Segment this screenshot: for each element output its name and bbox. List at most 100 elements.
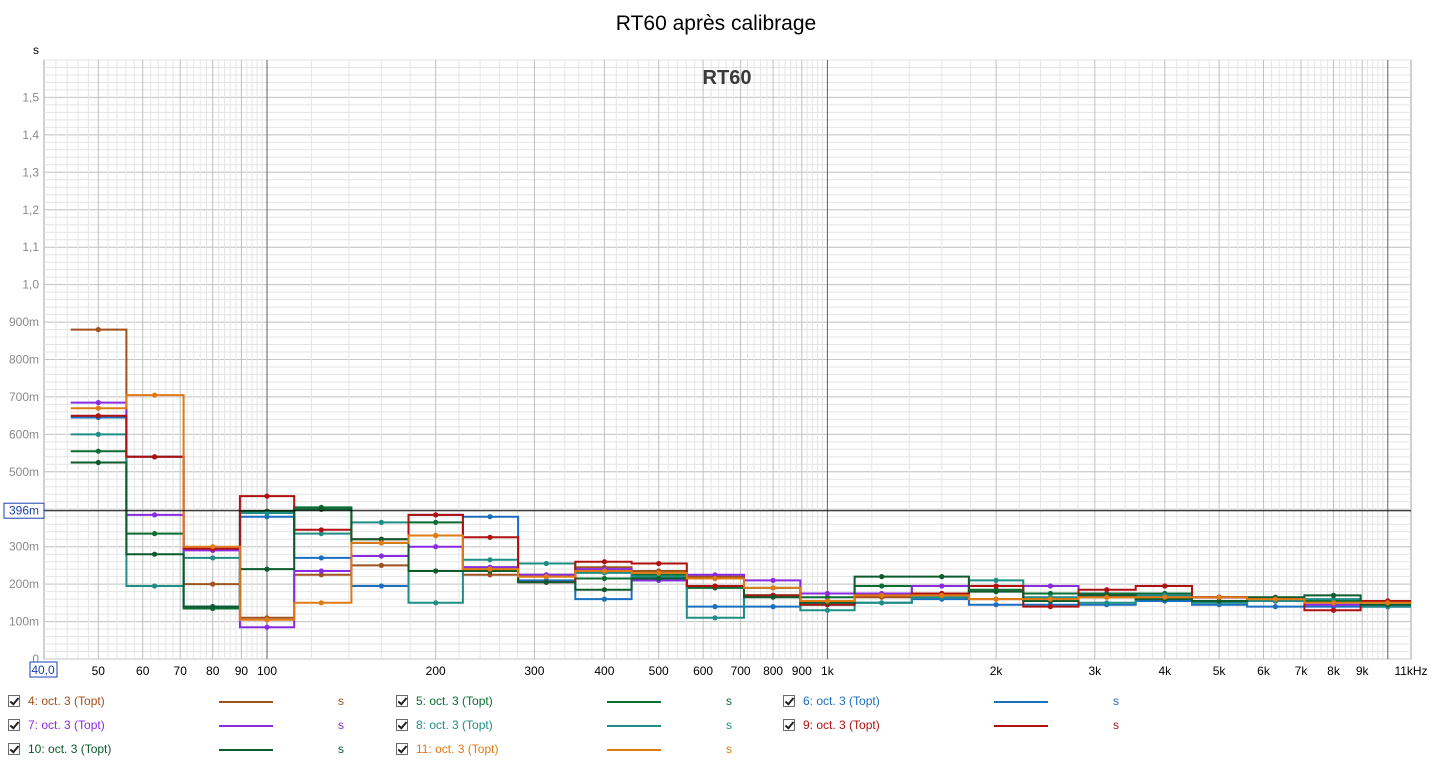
data-point [824, 590, 831, 597]
legend-item[interactable]: 9: oct. 3 (Topt) s [783, 716, 1143, 738]
data-point [601, 575, 608, 582]
data-point [487, 534, 493, 540]
x-tick-label: 200 [426, 664, 446, 678]
series-visibility-checkbox[interactable] [783, 695, 795, 707]
data-point [770, 594, 776, 600]
legend-item[interactable]: 4: oct. 3 (Topt) s [8, 692, 368, 714]
legend-series-name: 9: oct. 3 (Topt) [803, 718, 880, 732]
data-point [318, 600, 324, 606]
legend-item[interactable]: 6: oct. 3 (Topt) s [783, 692, 1143, 714]
data-point [95, 327, 101, 333]
y-tick-label: 1,2 [22, 203, 39, 217]
series-visibility-checkbox[interactable] [396, 695, 408, 707]
data-point [993, 583, 999, 589]
legend-item[interactable]: 11: oct. 3 (Topt) s [396, 740, 756, 762]
legend-item[interactable]: 10: oct. 3 (Topt) s [8, 740, 368, 762]
y-tick-label: 100m [9, 615, 39, 629]
series-visibility-checkbox[interactable] [396, 743, 408, 755]
data-point [318, 531, 324, 537]
x-tick-label: 90 [235, 664, 249, 678]
x-min-value-box[interactable]: 40,0 [29, 661, 58, 678]
cursor-value-label: 396m [9, 504, 39, 518]
x-tick-label: 600 [693, 664, 713, 678]
data-point [712, 572, 718, 578]
data-point [378, 562, 384, 569]
series-visibility-checkbox[interactable] [396, 719, 408, 731]
data-point [378, 540, 384, 546]
data-point [1330, 596, 1337, 602]
data-point [1272, 604, 1278, 610]
data-point [1047, 596, 1053, 602]
data-point [433, 512, 439, 518]
legend-item[interactable]: 8: oct. 3 (Topt) s [396, 716, 756, 738]
legend-color-swatch [994, 701, 1048, 703]
series-line [70, 394, 1411, 621]
data-point [487, 572, 493, 578]
data-point [318, 572, 324, 578]
data-point [1104, 600, 1110, 606]
data-point [1272, 596, 1278, 602]
data-point [879, 600, 885, 606]
plot-inner-title: RT60 [703, 67, 752, 89]
x-tick-label: 60 [136, 664, 150, 678]
y-tick-label: 800m [9, 353, 39, 367]
x-tick-label: 3k [1088, 664, 1102, 678]
data-point [770, 585, 776, 591]
data-point [656, 560, 662, 567]
series-line [70, 461, 1411, 608]
data-point [824, 598, 831, 604]
legend-item[interactable]: 7: oct. 3 (Topt) s [8, 716, 368, 738]
data-point [601, 559, 608, 565]
y-tick-label: 1,4 [22, 128, 39, 142]
data-point [939, 583, 945, 589]
data-point [712, 575, 718, 582]
data-point [1047, 583, 1053, 589]
data-point [378, 536, 384, 542]
y-tick-label: 300m [9, 540, 39, 554]
series-visibility-checkbox[interactable] [783, 719, 795, 731]
series-visibility-checkbox[interactable] [8, 719, 20, 731]
data-point [939, 592, 945, 599]
data-point [210, 604, 216, 610]
data-point [879, 592, 885, 599]
cursor-value-box[interactable]: 396m [3, 502, 45, 519]
x-tick-label: 70 [174, 664, 188, 678]
series-visibility-checkbox[interactable] [8, 695, 20, 707]
rt60-chart[interactable]: RT60 après calibrage s 50 60 70 80 90 100 200 3… [0, 0, 1433, 690]
data-point [712, 583, 718, 589]
y-tick-label: 1,0 [22, 278, 39, 292]
data-point [601, 568, 608, 574]
chart-title: RT60 après calibrage [616, 12, 816, 35]
legend-color-swatch [219, 701, 273, 703]
data-point [433, 519, 439, 526]
legend-series-name: 11: oct. 3 (Topt) [416, 742, 499, 756]
x-tick-label: 900 [792, 664, 812, 678]
data-point [712, 604, 718, 610]
data-point [433, 544, 439, 550]
data-point [95, 459, 101, 466]
y-tick-label: 1,5 [22, 90, 39, 104]
grid-lines [44, 59, 1411, 660]
legend-color-swatch [607, 701, 661, 703]
data-point [378, 583, 384, 589]
series-visibility-checkbox[interactable] [8, 743, 20, 755]
data-point [879, 583, 885, 589]
x-tick-label: 4k [1158, 664, 1172, 678]
data-point [1385, 600, 1391, 606]
data-point [824, 594, 831, 600]
data-point [210, 581, 216, 587]
axis-tick-labels: 50 60 70 80 90 100 200 300 400 500 600 700 800 900 1k 2… [9, 90, 1428, 678]
legend-unit-label: s [726, 742, 732, 756]
data-point [152, 454, 158, 460]
data-point [487, 514, 493, 520]
x-tick-label: 9k [1356, 664, 1370, 678]
data-point [770, 604, 776, 610]
legend-color-swatch [219, 725, 273, 727]
legend-unit-label: s [726, 694, 732, 708]
legend-color-swatch [607, 725, 661, 727]
data-point [993, 596, 999, 602]
legend-unit-label: s [1113, 718, 1119, 732]
legend-item[interactable]: 5: oct. 3 (Topt) s [396, 692, 756, 714]
data-point [543, 579, 549, 585]
legend: 4: oct. 3 (Topt) s 5: oct. 3 (Topt) s 6: oct… [0, 690, 1433, 764]
